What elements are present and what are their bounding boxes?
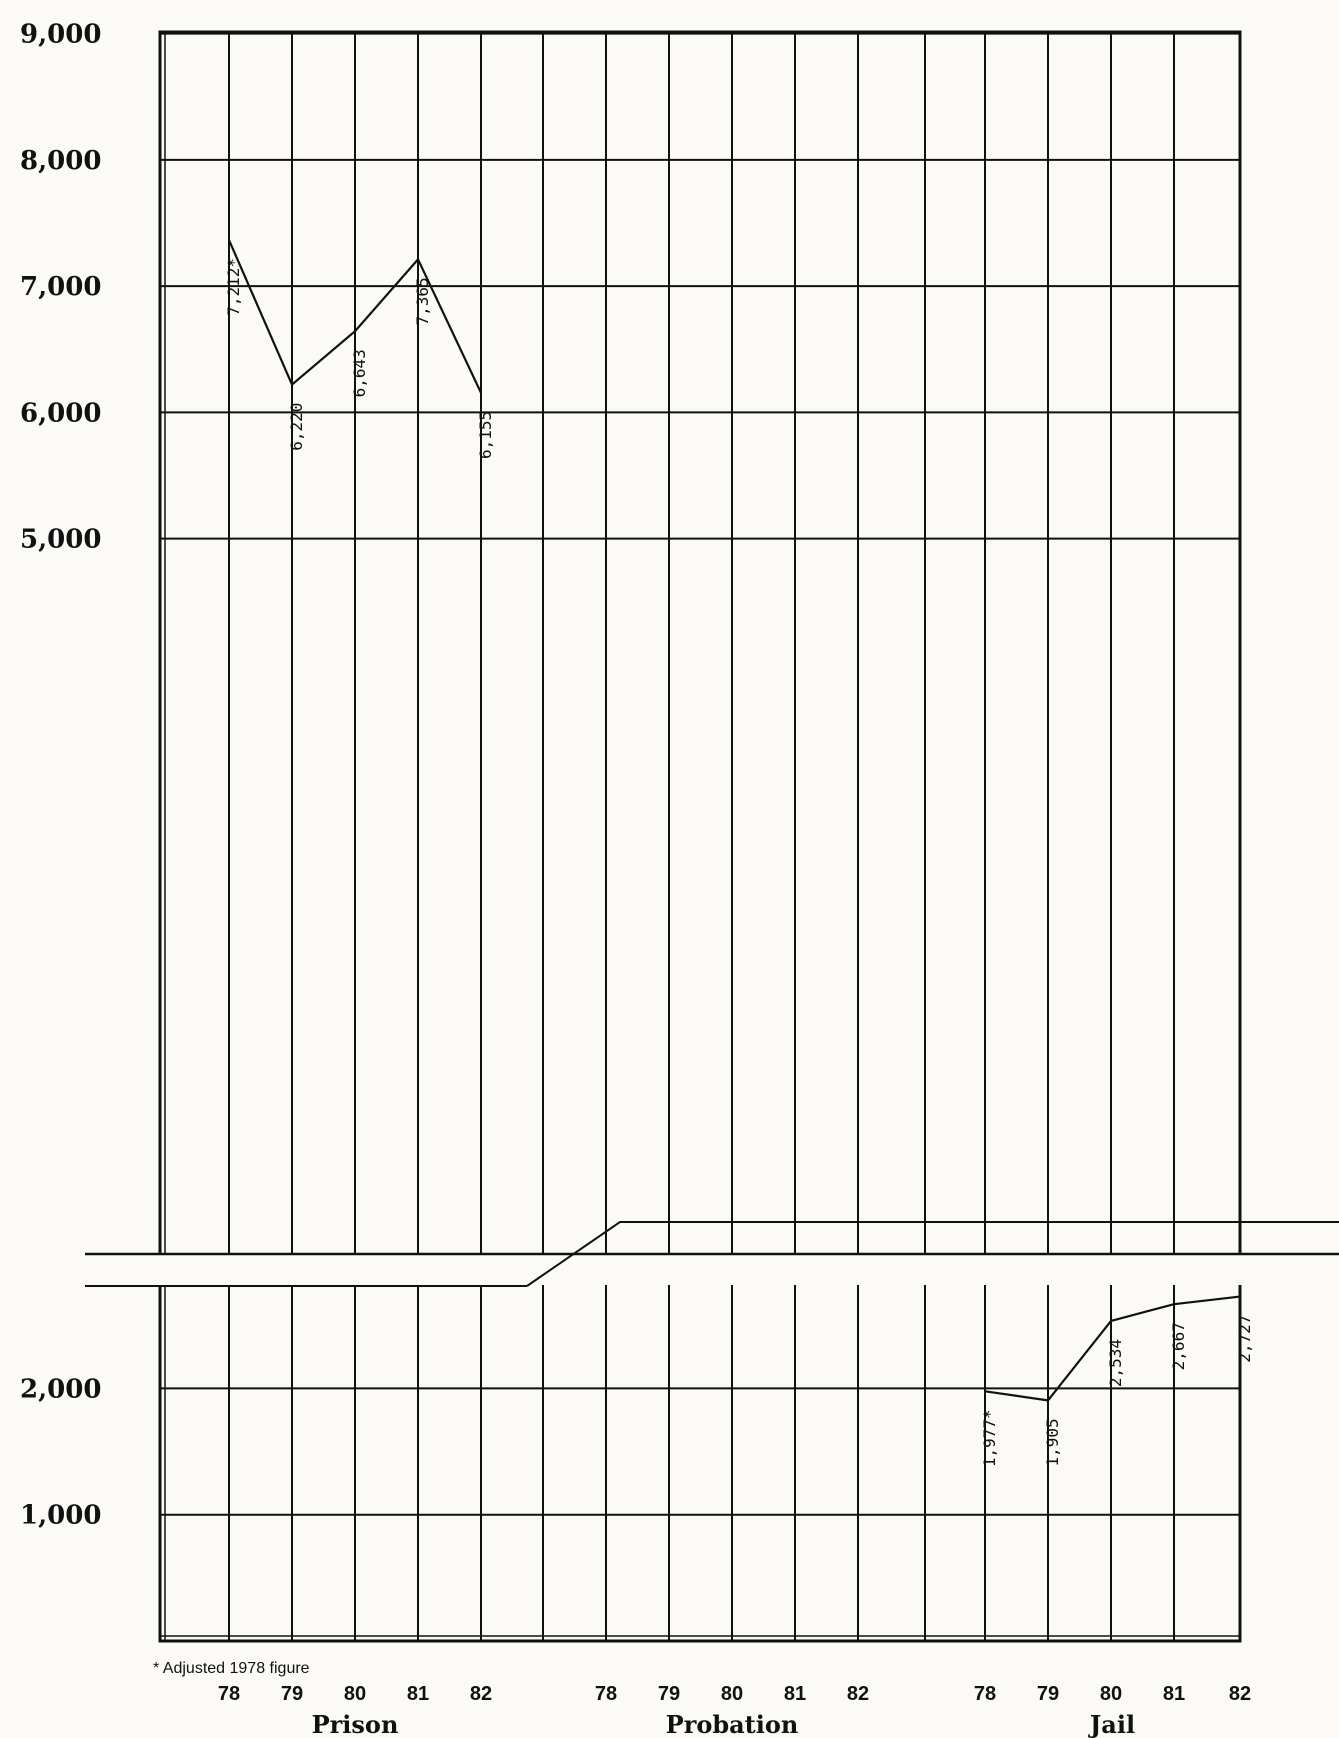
series-lines xyxy=(227,239,1241,1402)
break-line xyxy=(526,1221,1339,1287)
data-label: 2,667 xyxy=(1169,1322,1188,1370)
x-tick-label: 81 xyxy=(1163,1683,1185,1705)
y-tick-label: 7,000 xyxy=(20,272,101,302)
y-tick-label: 1,000 xyxy=(20,1501,101,1531)
break-band xyxy=(85,1255,1339,1285)
grid xyxy=(158,30,1242,1643)
data-label: 1,905 xyxy=(1043,1418,1062,1466)
x-tick-label: 79 xyxy=(658,1683,680,1705)
data-label: 2,727 xyxy=(1235,1315,1254,1363)
x-axis: 78 79 80 81 82 Prison 78 79 80 81 82 Probation 78 79 8… xyxy=(218,1683,1251,1738)
data-label: 1,977* xyxy=(980,1409,999,1467)
y-tick-label: 8,000 xyxy=(20,146,101,176)
data-label: 7,365 xyxy=(413,277,432,325)
x-tick-label: 81 xyxy=(407,1683,429,1705)
x-tick-label: 78 xyxy=(595,1683,617,1705)
data-label: 2,534 xyxy=(1106,1339,1125,1387)
y-tick-label: 9,000 xyxy=(20,20,101,50)
y-tick-label: 2,000 xyxy=(20,1374,101,1404)
x-tick-label: 82 xyxy=(1229,1683,1251,1705)
axis-break xyxy=(85,1221,1339,1287)
x-tick-label: 81 xyxy=(784,1683,806,1705)
x-tick-label: 78 xyxy=(218,1683,240,1705)
y-tick-label: 6,000 xyxy=(20,398,101,428)
x-tick-label: 78 xyxy=(974,1683,996,1705)
group-label-probation: Probation xyxy=(666,1710,799,1738)
data-label: 6,643 xyxy=(350,349,369,397)
x-tick-label: 80 xyxy=(721,1683,743,1705)
series-line-jail xyxy=(984,1295,1241,1402)
footnote: * Adjusted 1978 figure xyxy=(153,1660,310,1677)
data-label: 6,220 xyxy=(287,403,306,451)
data-label: 6,155 xyxy=(476,411,495,459)
x-tick-label: 79 xyxy=(1037,1683,1059,1705)
series-line-prison xyxy=(227,239,482,394)
x-tick-label: 80 xyxy=(344,1683,366,1705)
x-tick-label: 82 xyxy=(847,1683,869,1705)
x-tick-label: 79 xyxy=(281,1683,303,1705)
y-tick-label: 5,000 xyxy=(20,525,101,555)
group-label-prison: Prison xyxy=(312,1710,399,1738)
x-tick-label: 80 xyxy=(1100,1683,1122,1705)
y-axis: 1,0002,0005,0006,0007,0008,0009,00010,00… xyxy=(20,20,101,1531)
group-label-jail: Jail xyxy=(1088,1710,1135,1738)
data-label: 7,212* xyxy=(224,258,243,316)
x-tick-label: 82 xyxy=(470,1683,492,1705)
plot-frame xyxy=(158,30,1242,1643)
